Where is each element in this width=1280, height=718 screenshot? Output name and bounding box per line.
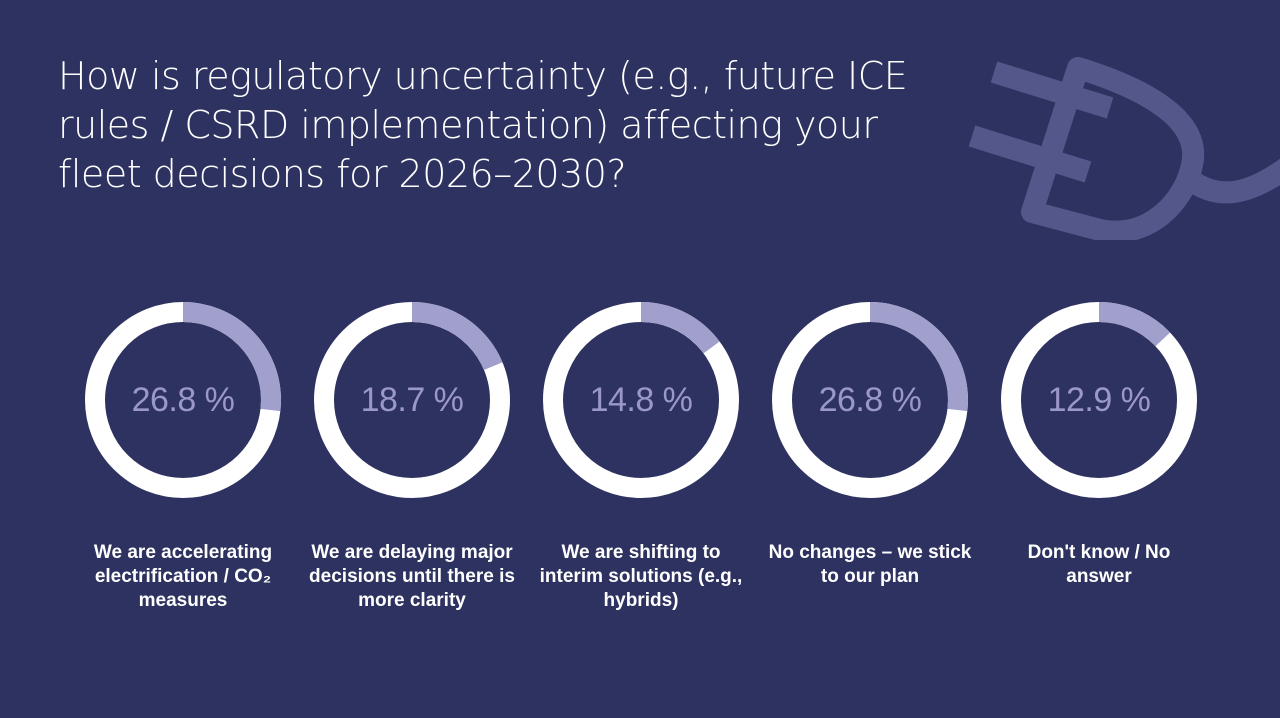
donut-chart: 18.7 % [312, 300, 512, 500]
category-label: We are delaying major decisions until th… [309, 542, 515, 611]
donut-chart: 26.8 % [83, 300, 283, 500]
plug-icon [968, 57, 1280, 240]
donut-value-arc [314, 302, 510, 498]
chart-title: How is regulatory uncertainty (e.g., fut… [58, 54, 908, 196]
category-label: We are shifting to interim solutions (e.… [539, 542, 743, 611]
category-label: We are accelerating electrification / CO… [93, 542, 273, 611]
donut-chart: 12.9 % [999, 300, 1199, 500]
donut-chart: 14.8 % [541, 300, 741, 500]
percent-label: 26.8 % [818, 380, 922, 419]
percent-label: 12.9 % [1047, 380, 1151, 419]
donut-value-arc [772, 302, 968, 498]
percent-label: 26.8 % [131, 380, 235, 419]
percent-label: 18.7 % [360, 380, 464, 419]
donut-value-arc [1001, 302, 1197, 498]
donut-value-arc [85, 302, 281, 498]
donut-chart: 26.8 % [770, 300, 970, 500]
percent-label: 14.8 % [589, 380, 693, 419]
category-label: No changes – we stick to our plan [768, 542, 972, 587]
category-label: Don't know / No answer [1027, 542, 1171, 587]
donut-value-arc [543, 302, 739, 498]
